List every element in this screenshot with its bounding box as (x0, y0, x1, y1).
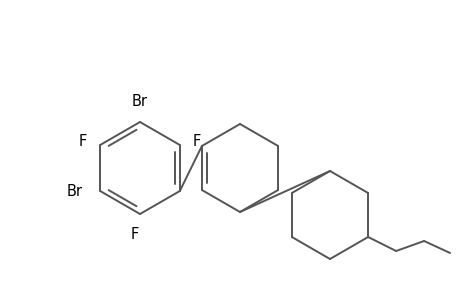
Text: Br: Br (132, 94, 148, 109)
Text: F: F (131, 227, 139, 242)
Text: F: F (79, 134, 87, 149)
Text: Br: Br (66, 184, 82, 199)
Text: F: F (192, 134, 201, 149)
